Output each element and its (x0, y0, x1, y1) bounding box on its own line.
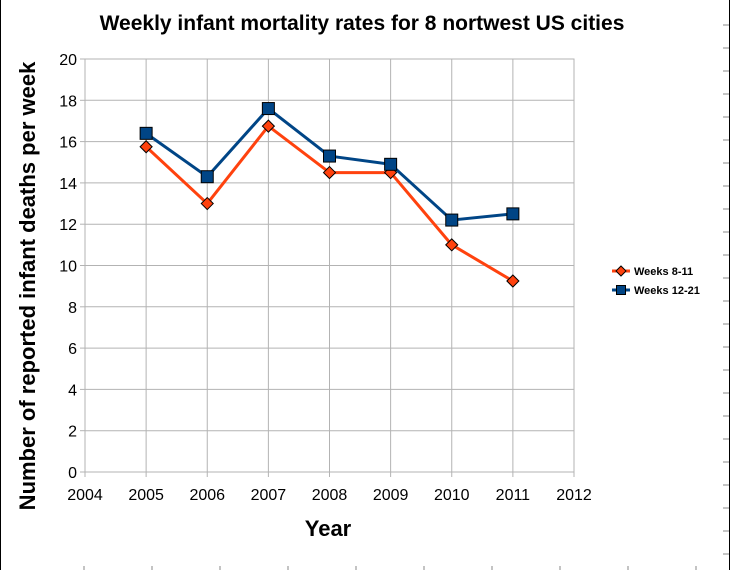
series-layer (139, 102, 520, 288)
x-tick-label: 2008 (312, 487, 348, 504)
x-tick-label: 2009 (373, 487, 409, 504)
y-axis: 0 2 4 6 8 10 12 14 16 18 20 (59, 52, 85, 482)
data-point (200, 196, 214, 211)
data-point (506, 274, 520, 288)
x-tick-label: 2010 (434, 487, 470, 504)
y-tick-label: 4 (68, 382, 77, 399)
legend-label: Weeks 8-11 (634, 266, 693, 278)
data-point (261, 119, 276, 133)
y-tick-label: 2 (68, 424, 77, 441)
legend-marker (616, 285, 626, 295)
data-point (323, 149, 336, 163)
x-axis-title: Year (305, 516, 352, 541)
y-tick-label: 16 (59, 135, 77, 152)
y-tick-label: 12 (59, 217, 77, 234)
legend-label: Weeks 12-21 (634, 285, 700, 297)
data-point (506, 207, 520, 221)
data-point (200, 170, 214, 184)
x-tick-label: 2007 (251, 487, 287, 504)
x-tick-label: 2011 (496, 487, 531, 504)
y-tick-label: 0 (68, 465, 77, 482)
legend: Weeks 8-11 Weeks 12-21 (612, 265, 700, 297)
y-tick-label: 18 (59, 93, 77, 110)
x-tick-label: 2006 (189, 487, 225, 504)
data-point (261, 102, 275, 116)
data-point (322, 165, 337, 180)
series-markers (139, 119, 520, 288)
chart-title: Weekly infant mortality rates for 8 nort… (100, 12, 625, 35)
series-markers (139, 102, 520, 227)
data-point (384, 157, 398, 171)
y-tick-label: 8 (68, 300, 77, 317)
y-tick-label: 14 (59, 176, 77, 193)
y-axis-title: Number of reported infant deaths per wee… (15, 61, 40, 510)
x-tick-label: 2012 (556, 487, 592, 504)
data-point (139, 126, 153, 140)
data-point (139, 140, 153, 154)
x-axis: 2004 2005 2006 2007 2008 2009 2010 2011 2012 (67, 472, 592, 504)
x-tick-label: 2005 (128, 487, 164, 504)
data-point (445, 213, 459, 227)
legend-marker (615, 265, 627, 277)
y-tick-label: 6 (68, 341, 77, 358)
y-tick-label: 10 (59, 259, 77, 276)
gridlines (84, 58, 575, 473)
data-point (445, 238, 459, 252)
x-tick-label: 2004 (67, 487, 103, 504)
y-tick-label: 20 (59, 52, 77, 69)
